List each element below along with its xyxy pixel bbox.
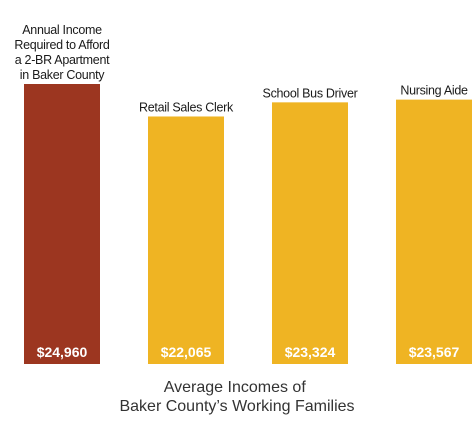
caption-line-1: Average Incomes of bbox=[164, 379, 307, 396]
chart-caption: Average Incomes of Baker County’s Workin… bbox=[119, 379, 354, 415]
category-label-2: School Bus Driver bbox=[263, 86, 358, 100]
category-label-1: Retail Sales Clerk bbox=[139, 100, 234, 114]
value-label-1: $22,065 bbox=[161, 344, 212, 360]
caption-line-2: Baker County’s Working Families bbox=[119, 398, 354, 415]
bars-group bbox=[24, 84, 472, 365]
category-label-0-line-2: a 2-BR Apartment bbox=[15, 53, 110, 67]
category-label-0: Annual Income Required to Afford a 2-BR Ap… bbox=[14, 23, 110, 82]
bar-0 bbox=[24, 84, 100, 364]
value-label-0: $24,960 bbox=[37, 344, 88, 360]
bar-2 bbox=[272, 102, 348, 364]
value-labels: $24,960 $22,065 $23,324 $23,567 bbox=[37, 344, 460, 360]
bar-3 bbox=[396, 99, 472, 365]
category-label-0-line-3: in Baker County bbox=[20, 68, 105, 82]
category-label-0-line-0: Annual Income bbox=[22, 23, 102, 37]
bar-1 bbox=[148, 116, 224, 365]
category-label-3-line-0: Nursing Aide bbox=[400, 84, 468, 98]
value-label-2: $23,324 bbox=[285, 344, 336, 360]
category-labels: Annual Income Required to Afford a 2-BR Ap… bbox=[14, 23, 468, 114]
category-label-1-line-0: Retail Sales Clerk bbox=[139, 100, 234, 114]
value-label-3: $23,567 bbox=[409, 344, 460, 360]
category-label-3: Nursing Aide bbox=[400, 84, 468, 98]
category-label-0-line-1: Required to Afford bbox=[14, 38, 109, 52]
category-label-2-line-0: School Bus Driver bbox=[263, 86, 358, 100]
